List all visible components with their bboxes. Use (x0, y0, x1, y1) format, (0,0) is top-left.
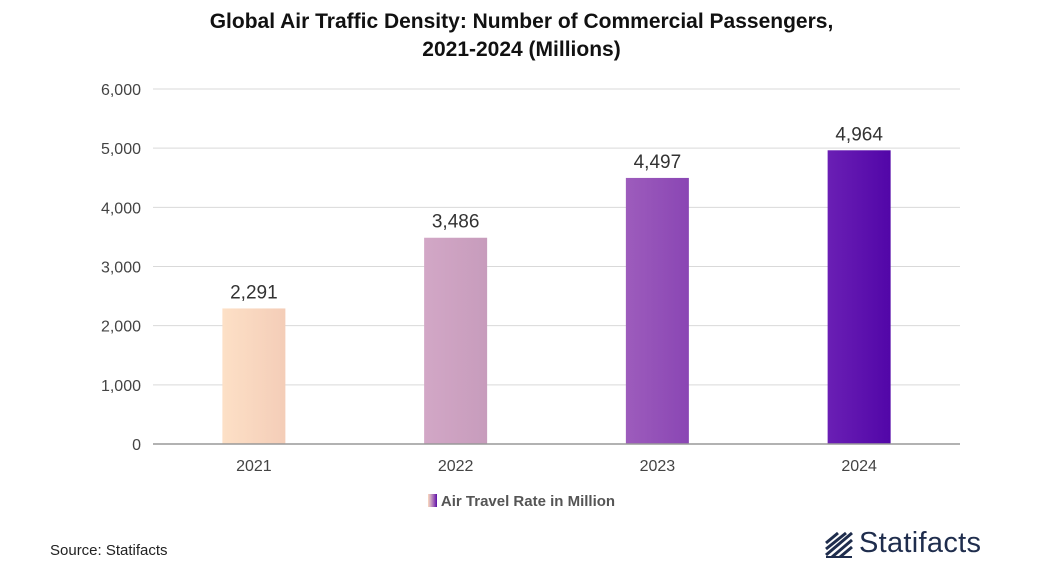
data-label-2022: 3,486 (432, 212, 480, 233)
legend-swatch (427, 494, 437, 507)
data-label-2021: 2,291 (230, 282, 278, 303)
y-tick-label: 5,000 (101, 141, 141, 158)
y-tick-label: 4,000 (101, 200, 141, 217)
bar-2024 (827, 150, 891, 444)
y-tick-label: 6,000 (101, 82, 141, 99)
x-tick-label-2024: 2024 (841, 458, 877, 475)
chart-legend: Air Travel Rate in Million (0, 493, 1043, 510)
bar-2021 (222, 308, 286, 444)
data-label-2024: 4,964 (835, 124, 883, 145)
brand-logo: Statifacts (824, 527, 981, 560)
chart-title-line-1: Global Air Traffic Density: Number of Co… (209, 10, 834, 33)
y-tick-label: 0 (132, 437, 141, 454)
data-label-2023: 4,497 (634, 152, 682, 173)
brand-name: Statifacts (859, 527, 982, 559)
y-tick-label: 2,000 (101, 319, 141, 336)
source-note: Source: Statifacts (50, 542, 168, 559)
y-tick-label: 1,000 (101, 378, 141, 395)
x-tick-label-2021: 2021 (236, 458, 272, 475)
legend-label: Air Travel Rate in Million (440, 493, 616, 510)
statifacts-logo-icon (824, 528, 854, 559)
bar-2023 (625, 177, 689, 445)
chart-title: Global Air Traffic Density: Number of Co… (0, 8, 1043, 64)
bar-2022 (424, 237, 488, 444)
x-tick-label-2023: 2023 (640, 458, 676, 475)
chart-title-line-2: 2021-2024 (Millions) (422, 38, 621, 61)
y-tick-label: 3,000 (101, 260, 141, 277)
x-tick-label-2022: 2022 (438, 458, 474, 475)
